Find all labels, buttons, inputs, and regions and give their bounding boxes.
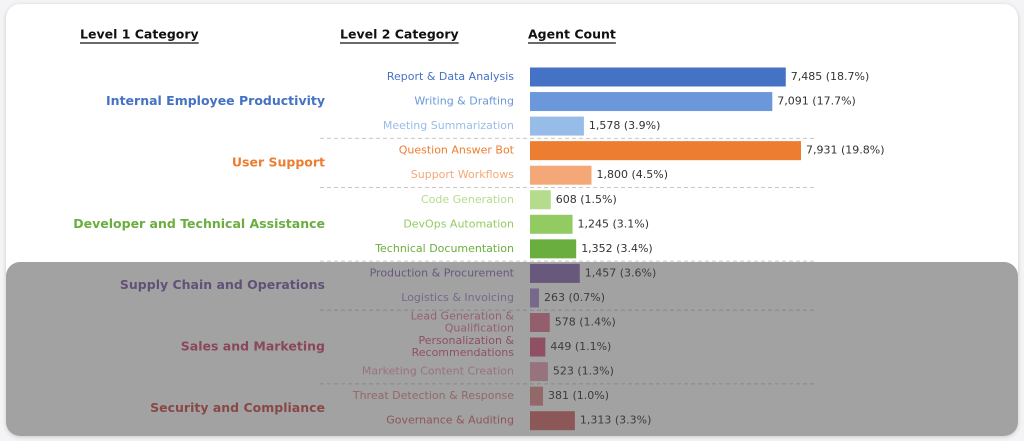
level2-label: Meeting Summarization — [383, 119, 514, 132]
bar-value-label: 1,352 (3.4%) — [581, 242, 653, 255]
dimmed-overlay — [6, 262, 1018, 436]
bar-value-label: 608 (1.5%) — [556, 193, 617, 206]
header-level1: Level 1 Category — [80, 27, 199, 42]
bar — [530, 116, 584, 136]
level1-label: User Support — [232, 154, 325, 169]
bar — [530, 239, 577, 259]
header-level2: Level 2 Category — [340, 27, 459, 42]
bar — [530, 214, 573, 234]
header-agent-count: Agent Count — [528, 27, 616, 42]
bar-value-label: 7,931 (19.8%) — [806, 144, 885, 157]
bar-value-label: 1,800 (4.5%) — [597, 168, 669, 181]
level2-label: Technical Documentation — [374, 242, 514, 255]
level2-label: Question Answer Bot — [399, 144, 515, 157]
bar — [530, 190, 551, 210]
level2-label: Support Workflows — [411, 168, 514, 181]
level2-label: Code Generation — [421, 193, 514, 206]
level2-label: DevOps Automation — [403, 217, 514, 230]
bar-value-label: 1,578 (3.9%) — [589, 119, 661, 132]
level1-label: Developer and Technical Assistance — [73, 216, 325, 231]
level2-label: Writing & Drafting — [414, 95, 514, 108]
bar-value-label: 7,091 (17.7%) — [777, 95, 856, 108]
bar — [530, 92, 773, 112]
bar — [530, 165, 592, 185]
bar-value-label: 1,245 (3.1%) — [578, 217, 650, 230]
level1-label: Internal Employee Productivity — [106, 93, 325, 108]
bar — [530, 141, 801, 161]
bar-value-label: 7,485 (18.7%) — [791, 70, 870, 83]
level2-label: Report & Data Analysis — [387, 70, 514, 83]
bar — [530, 67, 786, 87]
